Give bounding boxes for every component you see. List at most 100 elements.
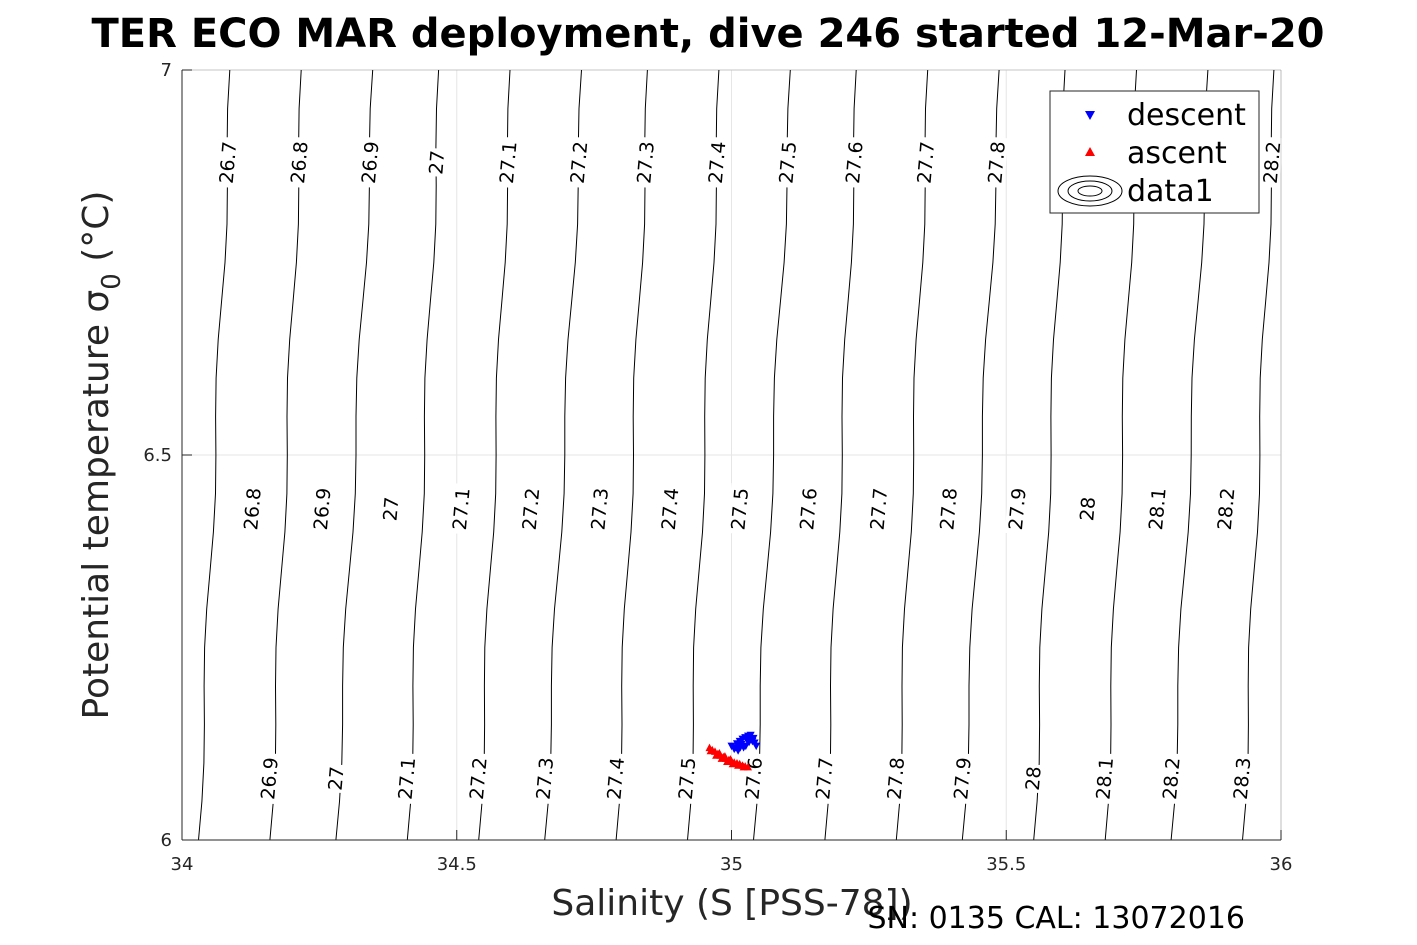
contour-label-0-9: 27.6 xyxy=(841,136,868,189)
contour-label-2-7: 27.5 xyxy=(674,752,700,805)
contour-label-2-4: 27.2 xyxy=(465,752,492,805)
contour-label-2-15: 28.3 xyxy=(1229,752,1256,805)
x-tick-label-3: 35.5 xyxy=(986,854,1026,875)
contour-label-bg xyxy=(1158,752,1184,805)
ascent-point-21 xyxy=(739,762,748,771)
contour-label-0-15: 28.2 xyxy=(1259,136,1286,189)
contour-label-2-6: 27.4 xyxy=(603,752,629,805)
contour-label-1-5: 27.3 xyxy=(587,483,613,535)
contour-label-bg xyxy=(357,136,382,189)
contour-label-text: 27.6 xyxy=(796,487,822,531)
contour-label-text: 27.1 xyxy=(395,756,421,800)
contour-label-bg xyxy=(518,483,543,535)
contour-label-bg xyxy=(949,752,975,805)
contour-label-bg xyxy=(465,752,490,805)
x-axis-label: Salinity (S [PSS-78]) xyxy=(551,883,912,924)
contour-label-text: 27.1 xyxy=(496,140,522,184)
contour-label-bg xyxy=(379,494,402,524)
contour-label-0-10: 27.7 xyxy=(913,136,939,189)
isopycnal-line-4 xyxy=(478,69,511,841)
isopycnal-line-6 xyxy=(615,69,648,841)
legend: descent ascent data1 xyxy=(1049,90,1260,214)
contour-label-1-0: 26.8 xyxy=(239,483,266,535)
contour-label-text: 27.3 xyxy=(587,487,613,531)
legend-ascent-marker xyxy=(1085,147,1095,156)
contour-label-bg xyxy=(309,483,334,535)
contour-label-text: 27.2 xyxy=(567,140,593,184)
ascent-point-19 xyxy=(728,759,737,768)
contour-label-text: 27.5 xyxy=(727,487,753,531)
contour-label-2-8: 27.6 xyxy=(741,752,767,805)
contour-label-text: 28.3 xyxy=(1230,756,1256,800)
contour-label-bg xyxy=(866,483,891,535)
contour-label-text: 28 xyxy=(1076,496,1100,522)
contour-label-text: 28.1 xyxy=(1145,487,1171,531)
legend-contour-icon xyxy=(1057,175,1123,207)
contour-label-bg xyxy=(883,752,908,805)
contour-label-1-3: 27.1 xyxy=(448,483,475,535)
contour-label-bg xyxy=(1076,494,1099,524)
contour-label-text: 28 xyxy=(1022,765,1046,791)
isopycnal-line-7 xyxy=(687,69,720,841)
contour-label-bg xyxy=(1144,483,1170,535)
contour-label-text: 27.4 xyxy=(603,756,629,800)
data-series xyxy=(705,731,761,771)
contour-label-1-10: 27.8 xyxy=(935,483,962,535)
contour-label-text: 27.8 xyxy=(936,487,962,531)
axis-ticks: 34 34.5 35 35.5 36 6 6.5 7 xyxy=(143,60,1292,875)
contour-label-text: 27.8 xyxy=(884,756,910,800)
contour-label-text: 28.2 xyxy=(1159,756,1185,800)
contour-label-bg xyxy=(324,763,347,794)
contour-label-bg xyxy=(727,483,752,535)
contour-label-text: 27.3 xyxy=(633,140,659,184)
contour-label-0-2: 26.9 xyxy=(357,136,384,189)
isopycnal-line-1 xyxy=(269,69,302,841)
contour-label-text: 27.9 xyxy=(950,756,976,800)
contour-label-0-7: 27.4 xyxy=(704,136,730,189)
contour-label-bg xyxy=(775,136,800,189)
contour-label-1-12: 28 xyxy=(1076,494,1100,524)
contour-label-0-6: 27.3 xyxy=(632,136,659,189)
contour-label-text: 26.8 xyxy=(287,140,313,184)
contour-label-bg xyxy=(811,752,837,805)
contour-label-text: 26.9 xyxy=(358,140,384,184)
isopycnal-line-15 xyxy=(1242,69,1275,841)
isopycnal-line-11 xyxy=(961,69,1000,841)
contour-label-text: 27.7 xyxy=(812,756,838,800)
contour-label-bg xyxy=(674,752,699,805)
contour-label-text: 26.9 xyxy=(310,487,336,531)
contour-label-2-9: 27.7 xyxy=(811,752,838,805)
isopycnal-line-9 xyxy=(824,69,857,841)
contour-label-bg xyxy=(239,483,265,535)
contour-label-bg xyxy=(256,752,282,805)
contour-label-text: 28.2 xyxy=(1260,140,1286,184)
contour-label-bg xyxy=(286,136,312,189)
contour-label-1-9: 27.7 xyxy=(866,483,892,535)
contour-label-bg xyxy=(495,136,520,189)
contour-label-bg xyxy=(1213,483,1238,535)
descent-point-19 xyxy=(736,744,745,752)
contour-label-text: 27.2 xyxy=(519,487,545,531)
legend-descent-label: descent xyxy=(1127,98,1246,133)
isopycnal-line-3 xyxy=(406,69,440,841)
contour-label-bg xyxy=(448,483,473,535)
y-tick-label-1: 6.5 xyxy=(143,445,172,466)
contour-label-0-4: 27.1 xyxy=(495,136,522,189)
ascent-point-24 xyxy=(726,755,735,763)
legend-data1-label: data1 xyxy=(1127,174,1214,209)
contour-label-bg xyxy=(1092,752,1117,805)
contour-label-1-6: 27.4 xyxy=(657,483,683,535)
contour-label-bg xyxy=(913,136,938,189)
contour-label-bg xyxy=(1259,136,1284,189)
contour-label-text: 27.6 xyxy=(842,140,868,184)
contour-label-text: 27.4 xyxy=(658,487,684,531)
contour-label-text: 27.8 xyxy=(984,140,1010,184)
y-axis-label: Potential temperature σ0 (°C) xyxy=(76,191,127,720)
contour-label-bg xyxy=(632,136,658,189)
isopycnal-line-5 xyxy=(544,69,582,841)
contour-label-bg xyxy=(603,752,628,805)
contour-label-1-1: 26.9 xyxy=(309,483,336,535)
contour-label-bg xyxy=(795,483,821,535)
y-axis-label-subscript: 0 xyxy=(97,273,127,290)
contour-label-bg xyxy=(587,483,612,535)
